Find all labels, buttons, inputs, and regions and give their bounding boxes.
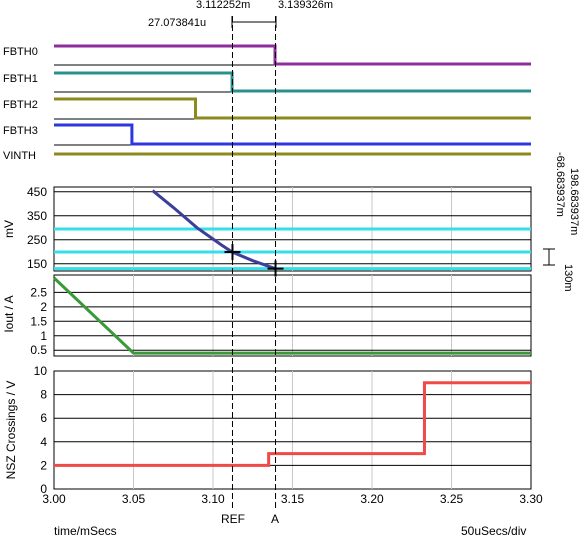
digital-label-4: VINTH <box>3 150 36 162</box>
iout-ytick-3: 2 <box>40 300 47 314</box>
digital-trace-FBTH1 <box>54 71 531 93</box>
digital-trace-FBTH2 <box>54 97 531 120</box>
delta-y-upper: 198.683937m <box>568 168 579 235</box>
nsz-xtick-6: 3.30 <box>519 492 543 506</box>
nsz-panel: 0 2 4 6 8 10 3.00 3.05 3.10 3.15 3.20 3.25 3.30 NSZ… <box>4 364 543 506</box>
mv-panel: 150 250 350 450 mV <box>2 185 532 277</box>
digital-label-3: FBTH3 <box>3 125 38 137</box>
nsz-ylabel: NSZ Crossings / V <box>4 381 18 480</box>
digital-panel: FBTH0 FBTH1 FBTH2 FBTH3 VINTH <box>3 44 531 162</box>
mv-ytick-3: 450 <box>27 185 47 199</box>
iout-y-ticks: 0.511.522.5 <box>30 285 47 357</box>
nsz-ytick-1: 2 <box>40 458 47 472</box>
mv-ylabel: mV <box>2 220 16 238</box>
nsz-ytick-3: 6 <box>40 411 47 425</box>
nsz-ytick-5: 10 <box>34 364 48 378</box>
delta-y-annotation: 198.683937m -68.683937m 130m <box>543 152 579 292</box>
mv-y-ticks: 150 250 350 450 <box>27 185 47 271</box>
delta-y-lower: -68.683937m <box>554 152 566 217</box>
nsz-grid <box>54 371 531 489</box>
nsz-xtick-3: 3.15 <box>281 492 305 506</box>
digital-trace-FBTH3 <box>54 123 531 146</box>
a-cursor-time: 3.139326m <box>278 0 333 11</box>
iout-ytick-0: 0.5 <box>30 343 47 357</box>
nsz-xtick-0: 3.00 <box>42 492 66 506</box>
nsz-x-ticks: 3.00 3.05 3.10 3.15 3.20 3.25 3.30 <box>42 492 543 506</box>
nsz-ytick-4: 8 <box>40 388 47 402</box>
nsz-xtick-2: 3.10 <box>201 492 225 506</box>
nsz-ytick-2: 4 <box>40 435 47 449</box>
mv-ytick-0: 150 <box>27 257 47 271</box>
nsz-series <box>54 381 531 467</box>
ref-cursor-label: REF <box>221 512 245 526</box>
iout-ylabel: Iout / A <box>2 295 16 332</box>
iout-ytick-4: 2.5 <box>30 285 47 299</box>
nsz-xtick-5: 3.25 <box>440 492 464 506</box>
nsz-y-ticks: 0 2 4 6 8 10 <box>34 364 48 496</box>
division-label: 50uSecs/div <box>461 524 526 538</box>
iout-ytick-1: 1 <box>40 329 47 343</box>
a-cursor-label: A <box>271 512 279 526</box>
iout-ytick-2: 1.5 <box>30 314 47 328</box>
mv-curve-series <box>151 189 276 271</box>
nsz-xtick-4: 3.20 <box>360 492 384 506</box>
nsz-ytick-0: 0 <box>40 482 47 496</box>
mv-ytick-1: 250 <box>27 233 47 247</box>
mv-reference-lines <box>54 227 531 271</box>
cursor-lines <box>231 16 277 508</box>
delta-y-small: 130m <box>562 264 574 292</box>
digital-label-0: FBTH0 <box>3 46 38 58</box>
ref-cursor-time: 3.112252m <box>196 0 250 11</box>
digital-label-2: FBTH2 <box>3 99 38 111</box>
digital-trace-FBTH0 <box>54 44 531 66</box>
cursor-delta-time: 27.073841u <box>148 17 206 29</box>
iout-series <box>52 276 531 355</box>
mv-ytick-2: 350 <box>27 209 47 223</box>
nsz-xtick-1: 3.05 <box>122 492 146 506</box>
iout-grid <box>54 275 531 356</box>
iout-panel: 0.511.522.5 Iout / A <box>2 274 532 357</box>
time-axis-label: time/mSecs <box>54 524 117 538</box>
digital-label-1: FBTH1 <box>3 73 38 85</box>
